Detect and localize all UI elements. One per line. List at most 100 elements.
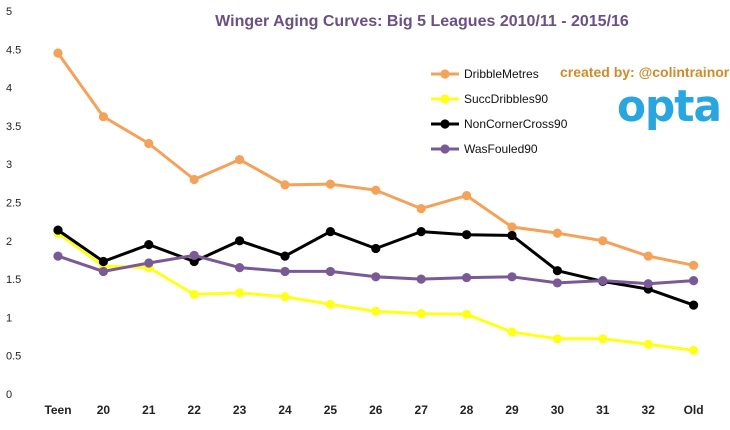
data-point (235, 236, 245, 246)
data-point (98, 266, 108, 277)
data-point (552, 228, 563, 238)
y-tick-label: 0 (6, 389, 12, 401)
y-axis-ticks: 0 0.5 1 1.5 2 2.5 3 3.5 4 4.5 5 (6, 6, 21, 401)
data-point (144, 240, 154, 250)
legend-marker (440, 69, 450, 79)
y-tick-label: 3.5 (6, 121, 21, 133)
data-point (416, 274, 426, 284)
legend: DribbleMetres SuccDribbles90 NonCornerCros… (431, 67, 568, 156)
x-tick-label: 26 (369, 403, 383, 417)
data-point (689, 300, 699, 310)
data-point (416, 204, 426, 214)
data-point (235, 263, 245, 273)
data-point (280, 266, 290, 277)
x-tick-label: Teen (44, 403, 71, 417)
data-point (325, 266, 335, 277)
x-tick-label: 30 (551, 403, 565, 417)
data-point (53, 225, 63, 235)
chart-title: Winger Aging Curves: Big 5 Leagues 2010/… (215, 13, 629, 30)
data-point (552, 334, 563, 344)
x-tick-label: 29 (505, 403, 519, 417)
opta-logo: opta (617, 81, 722, 132)
data-point (552, 266, 563, 276)
data-point (144, 258, 154, 268)
data-point (371, 243, 381, 254)
data-point (144, 138, 154, 149)
data-point (552, 278, 563, 288)
data-point (98, 112, 108, 122)
data-point (507, 222, 517, 232)
data-point (280, 251, 290, 261)
y-tick-label: 5 (6, 6, 12, 18)
data-point (189, 289, 199, 300)
x-tick-label: 27 (415, 403, 429, 417)
y-tick-label: 2.5 (6, 198, 21, 210)
y-tick-label: 1.5 (6, 274, 21, 286)
data-point (598, 276, 608, 286)
x-tick-label: 25 (324, 403, 338, 417)
data-point (371, 306, 381, 316)
data-point (416, 227, 426, 237)
data-point (643, 339, 653, 349)
legend-item: DribbleMetres (431, 67, 539, 81)
data-point (189, 174, 199, 185)
data-point (462, 309, 472, 319)
data-point (598, 236, 608, 246)
series-DribbleMetres (53, 48, 699, 270)
data-point (643, 279, 653, 289)
legend-marker (440, 119, 450, 129)
data-point (416, 308, 426, 319)
x-tick-label: 24 (278, 403, 292, 417)
x-tick-label: 32 (642, 403, 656, 417)
data-point (371, 185, 381, 195)
data-point (689, 345, 699, 355)
y-tick-label: 4.5 (6, 44, 21, 56)
legend-item: SuccDribbles90 (431, 92, 548, 106)
data-point (462, 230, 472, 240)
legend-marker (440, 94, 450, 104)
data-point (53, 251, 63, 261)
legend-marker (440, 144, 450, 154)
x-tick-label: Old (684, 403, 704, 417)
legend-item: WasFouled90 (431, 142, 538, 156)
y-tick-label: 2 (6, 236, 12, 248)
data-point (462, 272, 472, 283)
series-NonCornerCross90 (53, 225, 699, 310)
data-point (507, 230, 517, 241)
credit-text: created by: @colintrainor (560, 64, 730, 80)
x-tick-label: 28 (460, 403, 474, 417)
data-point (53, 48, 63, 58)
data-point (235, 155, 245, 165)
data-point (325, 299, 335, 309)
x-tick-label: 20 (97, 403, 111, 417)
x-axis-ticks: Teen 20 21 22 23 24 25 26 27 28 29 30 31 32 Old (44, 403, 703, 417)
data-point (98, 256, 108, 267)
data-point (643, 251, 653, 261)
data-point (689, 260, 699, 270)
y-tick-label: 4 (6, 83, 12, 95)
data-point (280, 180, 290, 190)
x-tick-label: 22 (188, 403, 202, 417)
legend-label: NonCornerCross90 (464, 117, 568, 131)
series-layer (53, 48, 699, 355)
data-point (507, 272, 517, 282)
legend-label: SuccDribbles90 (464, 92, 548, 106)
series-line (56, 52, 694, 267)
data-point (189, 250, 199, 260)
x-tick-label: 21 (142, 403, 156, 417)
data-point (371, 272, 381, 282)
y-tick-label: 0.5 (6, 351, 21, 363)
legend-label: WasFouled90 (464, 142, 538, 156)
legend-item: NonCornerCross90 (431, 117, 568, 131)
x-tick-label: 23 (233, 403, 247, 417)
data-point (280, 292, 290, 302)
data-point (462, 191, 472, 201)
legend-label: DribbleMetres (464, 67, 539, 81)
y-tick-label: 1 (6, 312, 12, 324)
data-point (235, 288, 245, 298)
series-WasFouled90 (53, 250, 699, 289)
x-tick-label: 31 (596, 403, 610, 417)
data-point (325, 227, 335, 237)
data-point (689, 276, 699, 286)
